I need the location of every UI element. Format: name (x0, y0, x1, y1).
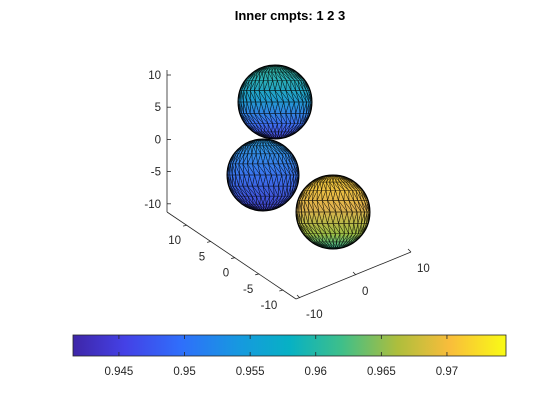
colorbar-tick-label: 0.96 (305, 366, 327, 378)
y-tick-mark (279, 289, 284, 292)
x-tick-mark (296, 294, 301, 299)
colorbar-tick-label: 0.955 (236, 366, 265, 378)
chart-title: Inner cmpts: 1 2 3 (235, 8, 346, 23)
z-tick-label: 10 (148, 70, 161, 82)
y-tick-label: 5 (199, 251, 205, 263)
x-tick-labels: 10 0 -10 (306, 263, 430, 321)
x-tick-mark (407, 248, 412, 253)
z-tick-label: 0 (155, 134, 161, 146)
x-tick-label: -10 (306, 309, 323, 321)
colorbar-tick-label: 0.965 (367, 366, 396, 378)
colorbar-tick-label: 0.945 (105, 366, 134, 378)
z-tick-label: -10 (144, 199, 161, 211)
x-tick-mark (352, 271, 357, 276)
x-axis-line (295, 251, 412, 300)
x-tick-label: 0 (362, 286, 368, 298)
y-tick-mark (231, 257, 236, 259)
colorbar: 0.945 0.95 0.955 0.96 0.965 0.97 (72, 334, 507, 378)
sphere-compartment-3 (295, 174, 371, 250)
y-tick-mark (255, 273, 260, 276)
colorbar-gradient (72, 334, 507, 357)
sphere-compartment-2 (226, 138, 300, 212)
z-tick-label: -5 (151, 167, 161, 179)
y-tick-label: 0 (223, 268, 229, 280)
colorbar-tick-label: 0.95 (173, 366, 195, 378)
y-axis-line (166, 211, 297, 300)
x-tick-label: 10 (417, 263, 430, 275)
y-tick-labels: 10 5 0 -5 -10 (168, 235, 277, 312)
sphere-compartment-1 (237, 64, 313, 140)
y-tick-mark (206, 240, 212, 243)
axes (166, 70, 412, 300)
y-tick-label: -5 (243, 284, 253, 296)
y-tick-mark (182, 224, 188, 227)
colorbar-tick-label: 0.97 (436, 366, 458, 378)
y-tick-label: -10 (261, 300, 278, 312)
z-tick-label: 5 (155, 102, 161, 114)
y-tick-label: 10 (168, 235, 181, 247)
z-tick-labels: 10 5 0 -5 -10 (144, 70, 161, 211)
